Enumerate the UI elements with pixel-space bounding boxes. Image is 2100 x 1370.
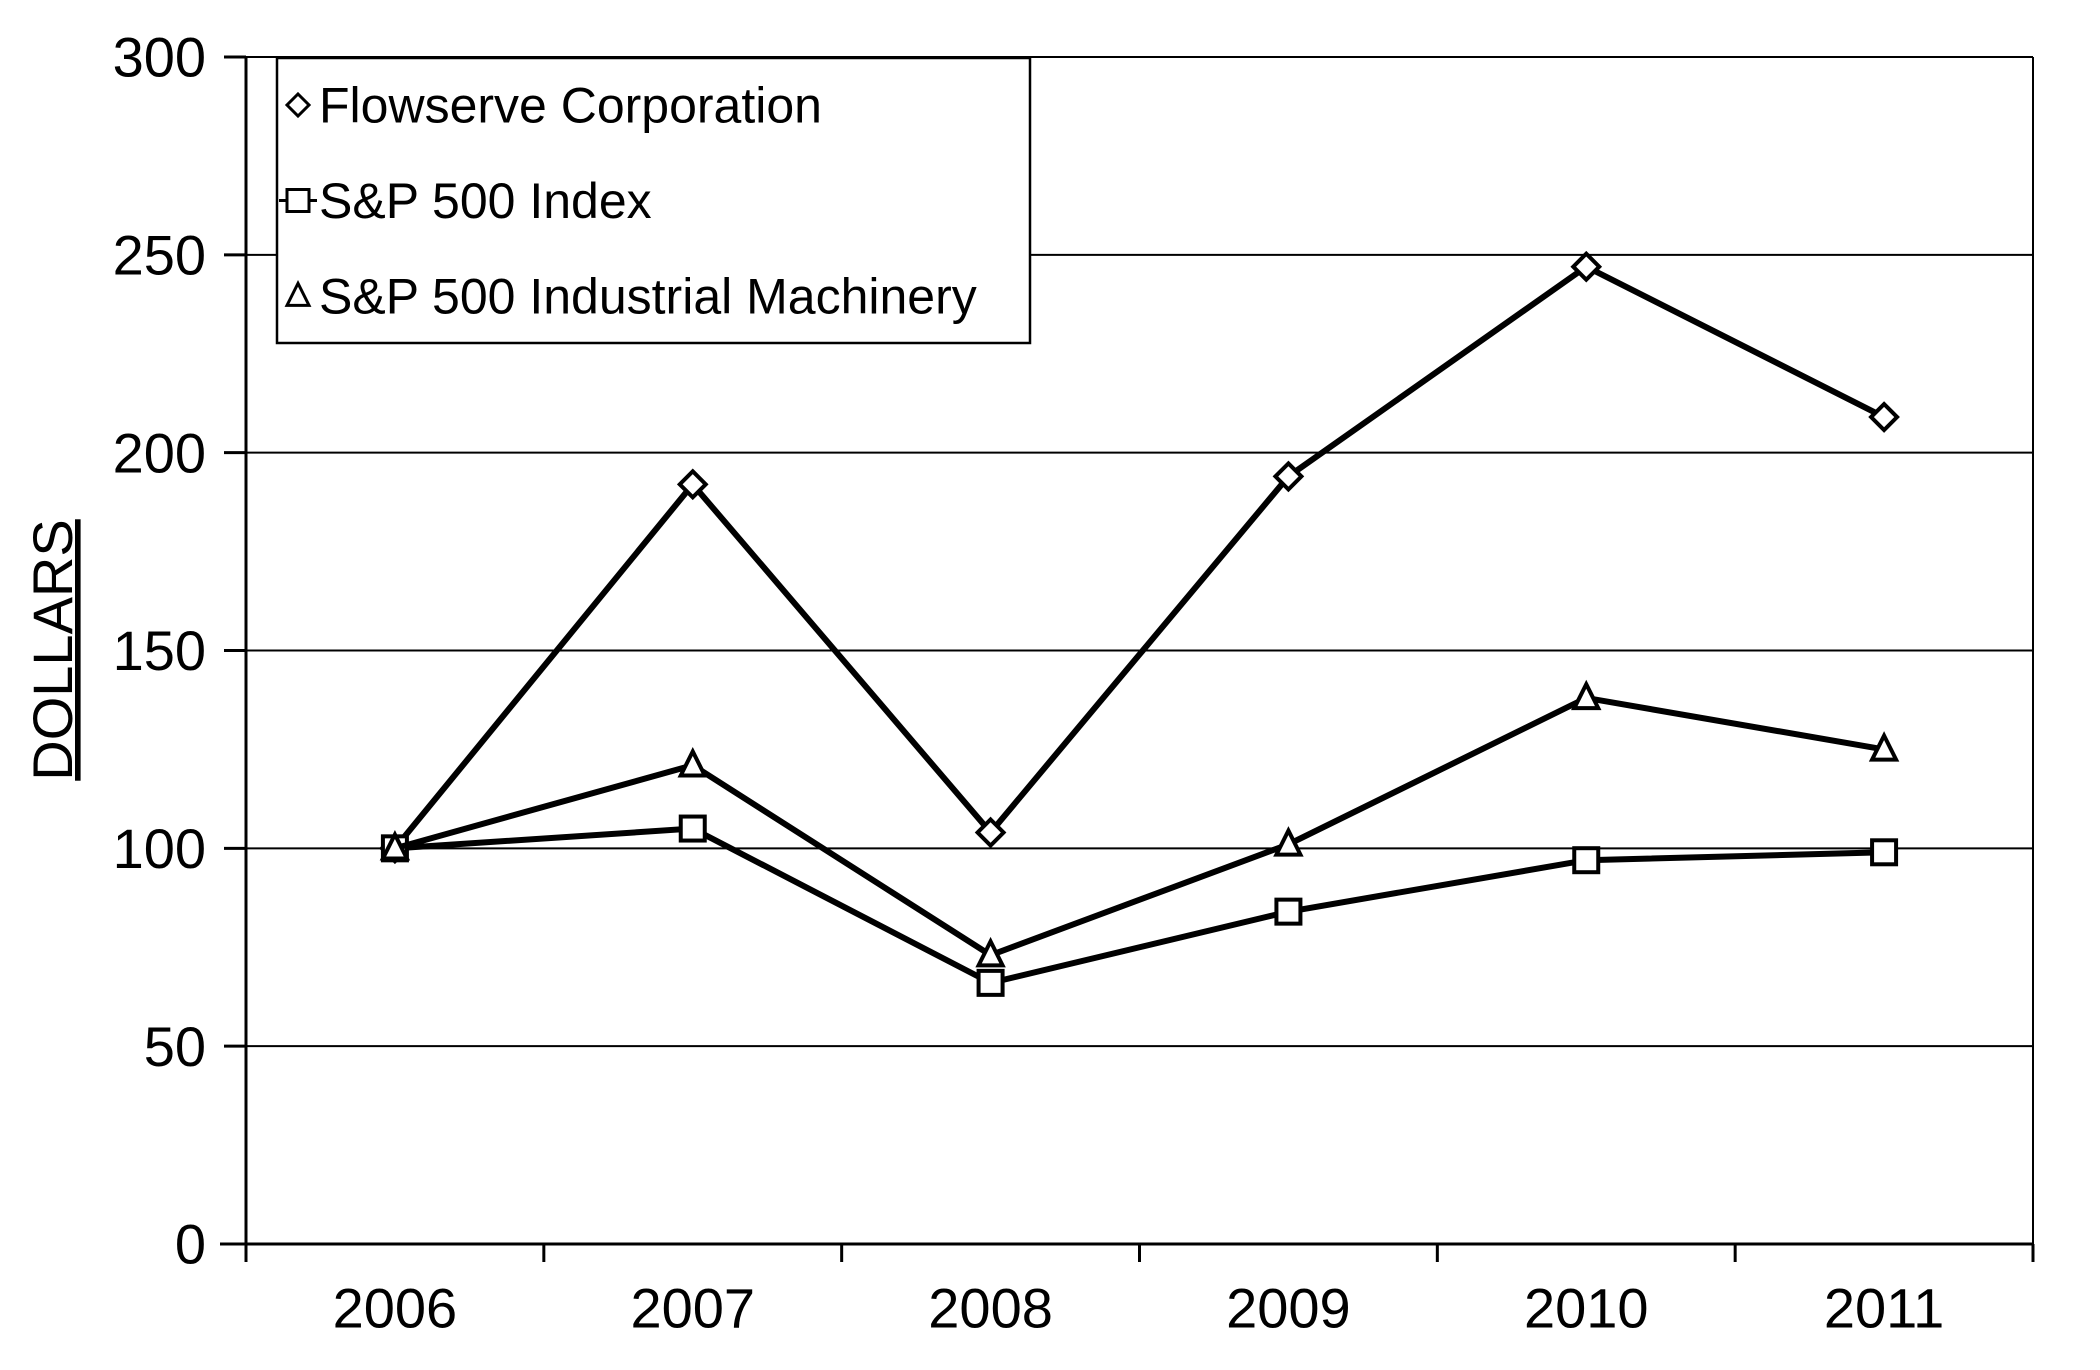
triangle-marker-icon <box>975 936 1006 968</box>
x-tick-label: 2008 <box>928 1277 1053 1340</box>
triangle-marker-icon <box>379 830 411 861</box>
square-marker-icon <box>1274 897 1303 926</box>
series-line-flowserve-corporation <box>392 263 1886 851</box>
triangle-marker-icon <box>1868 731 1900 762</box>
diamond-marker-icon <box>676 468 709 501</box>
legend-label: S&P 500 Index <box>319 173 652 229</box>
y-tick-label: 0 <box>175 1213 206 1276</box>
square-marker-icon <box>1870 838 1899 867</box>
y-tick-label: 150 <box>113 619 206 682</box>
square-marker-icon <box>976 968 1005 997</box>
y-tick-label: 300 <box>113 26 206 89</box>
legend-triangle-marker-icon <box>284 279 312 307</box>
legend-box <box>275 56 1032 345</box>
triangle-marker-icon <box>1273 826 1304 857</box>
legend-entry-s-p-500-index: S&P 500 Index <box>279 173 652 229</box>
y-tick-label: 100 <box>113 817 206 880</box>
diamond-marker-icon <box>1570 250 1603 283</box>
legend-label: Flowserve Corporation <box>319 78 822 134</box>
y-tick-label: 50 <box>144 1015 206 1078</box>
legend-diamond-marker-icon <box>284 91 312 119</box>
series-group <box>379 250 1900 997</box>
square-marker-icon <box>1572 846 1601 875</box>
x-tick-label: 2007 <box>630 1277 755 1340</box>
triangle-marker-icon <box>1571 679 1602 711</box>
y-tick-label: 200 <box>113 421 206 484</box>
legend-square-marker-icon <box>285 188 311 213</box>
diamond-marker-icon <box>1272 460 1305 493</box>
axis-labels-group: 0 50 100 150 200 250 300 2006 2007 2008 2009 2010 20… <box>21 26 1944 1340</box>
legend-group: Flowserve Corporation S&P 500 Index S&P 50… <box>275 56 1032 345</box>
x-tick-label: 2009 <box>1226 1277 1351 1340</box>
series-flowserve-corporation <box>379 250 1900 865</box>
diamond-marker-icon <box>1868 401 1900 433</box>
series-line-s-p-500-industrial-machinery <box>394 694 1885 959</box>
series-s-p-500-industrial-machinery <box>379 679 1900 968</box>
diamond-marker-icon <box>974 816 1007 849</box>
x-tick-label: 2011 <box>1824 1277 1944 1340</box>
y-axis-title: DOLLARS <box>21 519 84 780</box>
series-s-p-500-index <box>380 814 1899 997</box>
legend-label: S&P 500 Industrial Machinery <box>319 269 977 325</box>
square-marker-icon <box>678 814 707 843</box>
ticks-group <box>224 55 2035 1262</box>
legend-entry-flowserve-corporation: Flowserve Corporation <box>284 78 822 134</box>
x-tick-label: 2006 <box>333 1277 458 1340</box>
y-tick-label: 250 <box>113 223 206 286</box>
series-line-s-p-500-index <box>394 825 1885 987</box>
triangle-marker-icon <box>677 746 708 778</box>
legend-entry-s-p-500-industrial-machinery: S&P 500 Industrial Machinery <box>284 269 977 325</box>
x-tick-label: 2010 <box>1524 1277 1649 1340</box>
